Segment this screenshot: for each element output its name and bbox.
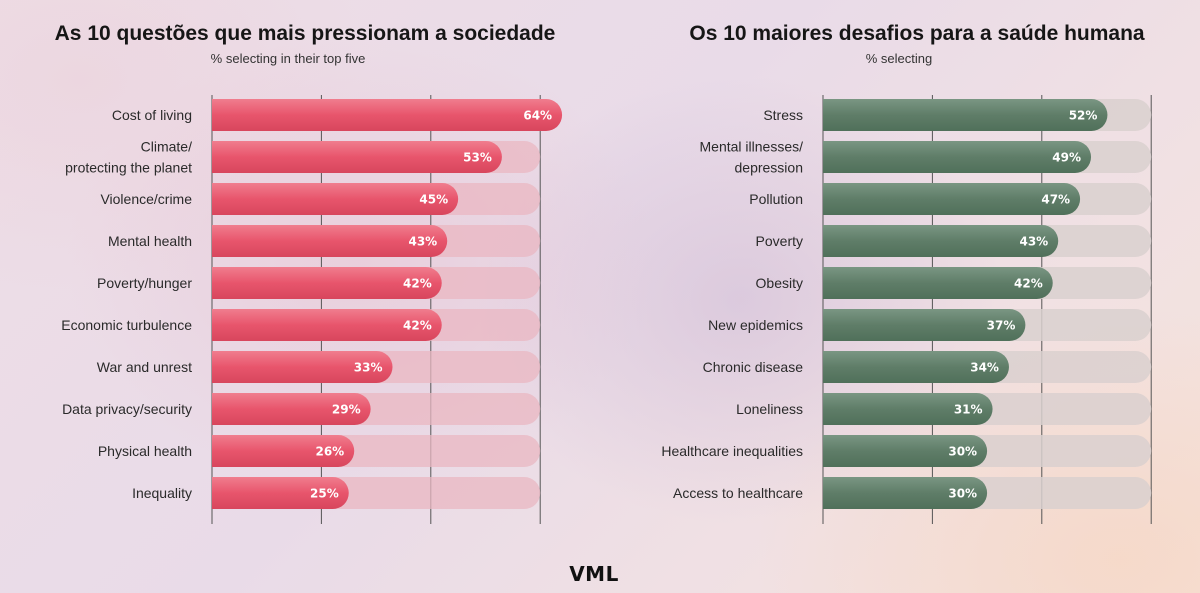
left-bar [212, 183, 459, 215]
chart-right-plot: 52% Stress 49% Mental illnesses/depression 4… [661, 95, 1152, 524]
left-value-label: 25% [310, 487, 339, 501]
left-bar-base [212, 435, 228, 467]
right-bar [823, 183, 1081, 215]
right-category-label: New epidemics [708, 317, 803, 333]
right-value-label: 30% [948, 445, 977, 459]
left-bar [212, 351, 393, 383]
right-bar [823, 351, 1009, 383]
right-value-label: 42% [1014, 277, 1043, 291]
left-category-label: Physical health [98, 443, 192, 459]
right-bar-base [823, 183, 839, 215]
left-bar-base [212, 267, 228, 299]
right-category-label: Pollution [749, 191, 803, 207]
chart-title-left: As 10 questões que mais pressionam a soc… [55, 22, 556, 45]
right-category-label: Stress [763, 107, 803, 123]
left-category-label: Climate/protecting the planet [65, 139, 192, 176]
left-bar [212, 477, 349, 509]
right-value-label: 43% [1019, 235, 1048, 249]
left-category-label: Economic turbulence [61, 317, 192, 333]
right-bar [823, 99, 1108, 131]
right-category-label: Mental illnesses/depression [700, 139, 804, 176]
left-value-label: 42% [403, 319, 432, 333]
chart-title-right: Os 10 maiores desafios para a saúde huma… [689, 22, 1145, 45]
left-category-label: Data privacy/security [62, 401, 192, 417]
right-value-label: 52% [1069, 109, 1098, 123]
left-category-label: Cost of living [112, 107, 192, 123]
right-category-label: Healthcare inequalities [661, 443, 803, 459]
left-value-label: 33% [354, 361, 383, 375]
chart-subtitle-left: % selecting in their top five [211, 51, 366, 66]
right-value-label: 34% [970, 361, 999, 375]
right-bar [823, 309, 1026, 341]
right-bar-base [823, 477, 839, 509]
right-value-label: 30% [948, 487, 977, 501]
left-value-label: 64% [523, 109, 552, 123]
left-bar [212, 99, 563, 131]
chart-subtitle-right: % selecting [866, 51, 932, 66]
chart-left-plot: 64% Cost of living 53% Climate/protecting t… [61, 95, 563, 524]
right-bar [823, 141, 1092, 173]
right-category-label: Access to healthcare [673, 485, 803, 501]
left-category-label: Violence/crime [100, 191, 192, 207]
right-bar-base [823, 99, 839, 131]
vml-logo: VML [569, 562, 619, 586]
right-bar-base [823, 225, 839, 257]
right-bar-base [823, 309, 839, 341]
left-category-label: Inequality [132, 485, 192, 501]
right-bar-base [823, 141, 839, 173]
left-category-label: Poverty/hunger [97, 275, 192, 291]
left-value-label: 45% [419, 193, 448, 207]
left-value-label: 43% [408, 235, 437, 249]
left-bar-base [212, 141, 228, 173]
right-bar [823, 267, 1053, 299]
right-category-label: Poverty [756, 233, 803, 249]
left-bar [212, 435, 355, 467]
left-bar-base [212, 309, 228, 341]
left-bar-base [212, 99, 228, 131]
left-bar-base [212, 393, 228, 425]
left-bar [212, 309, 442, 341]
right-bar-base [823, 435, 839, 467]
right-bar-base [823, 351, 839, 383]
right-category-label: Chronic disease [703, 359, 804, 375]
left-category-label: War and unrest [97, 359, 192, 375]
right-bar [823, 435, 988, 467]
right-value-label: 31% [954, 403, 983, 417]
left-value-label: 42% [403, 277, 432, 291]
right-bar [823, 393, 993, 425]
right-category-label: Obesity [756, 275, 803, 291]
left-bar-base [212, 477, 228, 509]
left-bar [212, 141, 502, 173]
right-value-label: 49% [1052, 151, 1081, 165]
left-bar-base [212, 351, 228, 383]
left-bar-base [212, 183, 228, 215]
right-value-label: 37% [987, 319, 1016, 333]
left-value-label: 53% [463, 151, 492, 165]
left-bar-base [212, 225, 228, 257]
left-value-label: 29% [332, 403, 361, 417]
right-bar [823, 225, 1059, 257]
right-bar-base [823, 393, 839, 425]
right-bar-base [823, 267, 839, 299]
right-value-label: 47% [1041, 193, 1070, 207]
right-bar [823, 477, 988, 509]
left-value-label: 26% [315, 445, 344, 459]
left-bar [212, 267, 442, 299]
right-category-label: Loneliness [736, 401, 803, 417]
left-category-label: Mental health [108, 233, 192, 249]
left-bar [212, 225, 448, 257]
left-bar [212, 393, 371, 425]
